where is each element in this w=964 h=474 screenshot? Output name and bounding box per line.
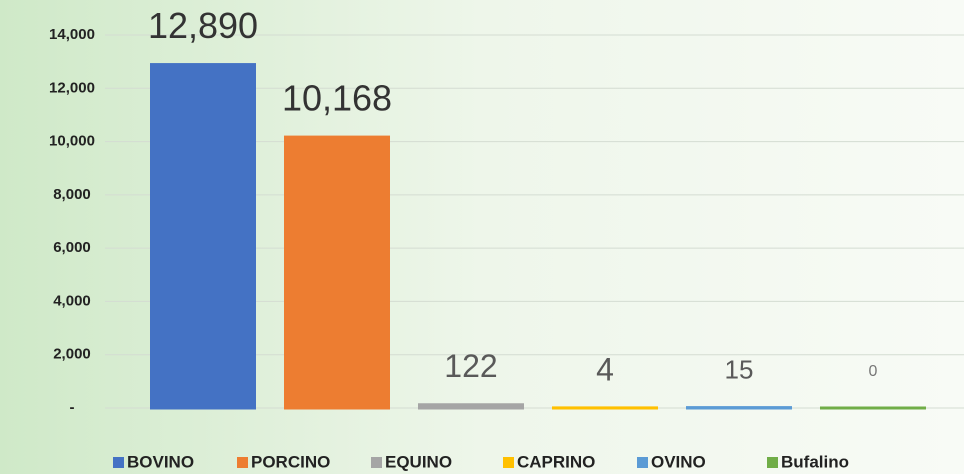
legend-label: OVINO xyxy=(651,452,706,471)
bar xyxy=(150,63,256,410)
legend-swatch xyxy=(237,457,248,468)
y-tick-label: 14,000 xyxy=(49,26,95,43)
value-label: 10,168 xyxy=(282,78,392,119)
legend-swatch xyxy=(113,457,124,468)
y-tick-label: - xyxy=(70,399,75,416)
legend-label: Bufalino xyxy=(781,452,849,471)
legend-swatch xyxy=(371,457,382,468)
legend-label: BOVINO xyxy=(127,452,194,471)
legend-swatch xyxy=(767,457,778,468)
value-label: 12,890 xyxy=(148,5,258,46)
y-tick-label: 4,000 xyxy=(53,292,91,309)
bar xyxy=(284,135,390,410)
bar xyxy=(552,406,658,410)
y-tick-label: 6,000 xyxy=(53,239,91,256)
legend-label: CAPRINO xyxy=(517,452,595,471)
value-label: 122 xyxy=(444,348,497,384)
value-label: 0 xyxy=(869,363,878,380)
bar xyxy=(820,406,926,410)
bar xyxy=(418,403,524,410)
legend-label: EQUINO xyxy=(385,452,452,471)
value-label: 4 xyxy=(596,351,614,387)
legend-swatch xyxy=(637,457,648,468)
y-tick-label: 10,000 xyxy=(49,133,95,150)
legend-swatch xyxy=(503,457,514,468)
y-tick-label: 12,000 xyxy=(49,79,95,96)
y-tick-label: 8,000 xyxy=(53,186,91,203)
y-tick-label: 2,000 xyxy=(53,346,91,363)
value-label: 15 xyxy=(725,354,754,384)
legend-label: PORCINO xyxy=(251,452,330,471)
bar xyxy=(686,406,792,410)
